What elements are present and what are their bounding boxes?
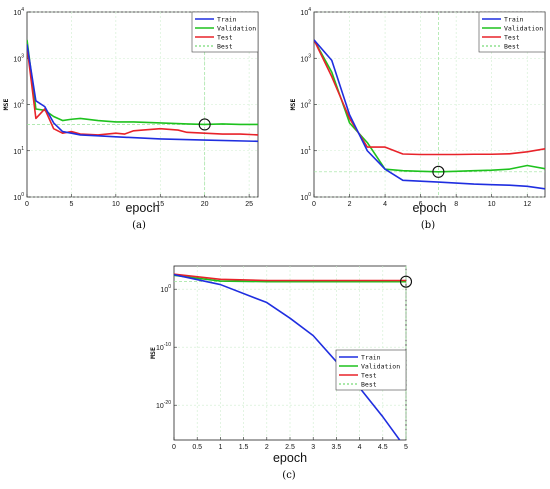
- legend-entry-best: Best: [504, 42, 520, 50]
- legend-entry-test: Test: [217, 33, 233, 41]
- legend-entry-validation: Validation: [217, 24, 256, 32]
- x-tick-label: 5: [404, 444, 408, 451]
- best-marker: [198, 118, 211, 131]
- legend-entry-validation: Validation: [361, 362, 400, 370]
- x-axis-label: epoch: [125, 201, 159, 215]
- panel-caption: (b): [421, 220, 435, 231]
- series-lines: [27, 39, 258, 143]
- x-tick-label: 6: [419, 201, 423, 208]
- x-tick-label: 10: [488, 201, 496, 208]
- best-marker: [399, 275, 413, 288]
- x-tick-label: 4: [358, 444, 362, 451]
- legend-entry-train: Train: [504, 15, 524, 23]
- x-tick-label: 10: [112, 201, 120, 208]
- legend-entry-test: Test: [361, 371, 377, 379]
- x-axis-label: epoch: [273, 451, 307, 465]
- legend-entry-test: Test: [504, 33, 520, 41]
- x-tick-label: 0.5: [192, 444, 202, 451]
- x-tick-label: 5: [69, 201, 73, 208]
- x-tick-label: 20: [201, 201, 209, 208]
- x-axis-label: epoch: [412, 201, 446, 215]
- x-tick-label: 2: [265, 444, 269, 451]
- x-tick-label: 3: [311, 444, 315, 451]
- x-tick-label: 1.5: [239, 444, 249, 451]
- series-line-test: [314, 39, 545, 156]
- y-tick-label: 100: [13, 192, 24, 202]
- series-line-validation: [314, 39, 545, 173]
- series-lines: [174, 273, 406, 440]
- chart-panel-a: 0 5 10 15 20 25 100 101 102 103 104 epoch MSE TrainVa…: [2, 7, 259, 231]
- panel-caption: (c): [282, 470, 296, 481]
- y-tick-label: 10-10: [156, 342, 171, 352]
- y-axis-label: MSE: [289, 99, 297, 111]
- x-tick-label: 25: [245, 201, 253, 208]
- legend-entry-train: Train: [361, 353, 381, 361]
- x-tick-label: 12: [523, 201, 531, 208]
- x-tick-label: 0: [312, 201, 316, 208]
- y-tick-label: 100: [160, 284, 171, 294]
- x-tick-label: 2.5: [285, 444, 295, 451]
- series-line-train: [314, 39, 545, 190]
- legend-entry-best: Best: [217, 42, 233, 50]
- series-line-validation: [174, 274, 406, 283]
- y-axis-label: MSE: [149, 347, 157, 359]
- x-tick-label: 0: [172, 444, 176, 451]
- y-tick-label: 103: [300, 53, 311, 63]
- y-tick-label: 102: [13, 100, 24, 110]
- x-tick-label: 8: [454, 201, 458, 208]
- series-line-train: [27, 44, 258, 143]
- x-tick-label: 0: [25, 201, 29, 208]
- x-tick-label: 4.5: [378, 444, 388, 451]
- y-tick-label: 103: [13, 53, 24, 63]
- chart-panel-b: 0 2 4 6 8 10 12 100 101 102 103 104 epoch MSE TrainVal…: [289, 7, 546, 231]
- series-line-train: [174, 273, 401, 440]
- x-tick-label: 2: [348, 201, 352, 208]
- series-line-test: [27, 46, 258, 136]
- y-tick-label: 101: [13, 146, 24, 156]
- y-tick-label: 104: [300, 7, 311, 17]
- legend-entry-best: Best: [361, 380, 377, 388]
- y-tick-label: 104: [13, 7, 24, 17]
- x-tick-label: 15: [156, 201, 164, 208]
- y-tick-label: 101: [300, 146, 311, 156]
- best-marker: [432, 165, 445, 178]
- y-axis-label: MSE: [2, 99, 10, 111]
- y-tick-label: 100: [300, 192, 311, 202]
- y-tick-label: 10-20: [156, 400, 171, 410]
- x-tick-label: 3.5: [332, 444, 342, 451]
- legend-entry-validation: Validation: [504, 24, 543, 32]
- series-lines: [314, 39, 545, 190]
- panel-caption: (a): [132, 220, 146, 231]
- y-tick-label: 102: [300, 100, 311, 110]
- legend-entry-train: Train: [217, 15, 237, 23]
- chart-panel-c: 0 0.5 1 1.5 2 2.5 3 3.5 4 4.5 5 10-20 10-10 100 epoch M…: [149, 265, 413, 481]
- series-line-test: [174, 273, 406, 282]
- x-tick-label: 1: [218, 444, 222, 451]
- x-tick-label: 4: [383, 201, 387, 208]
